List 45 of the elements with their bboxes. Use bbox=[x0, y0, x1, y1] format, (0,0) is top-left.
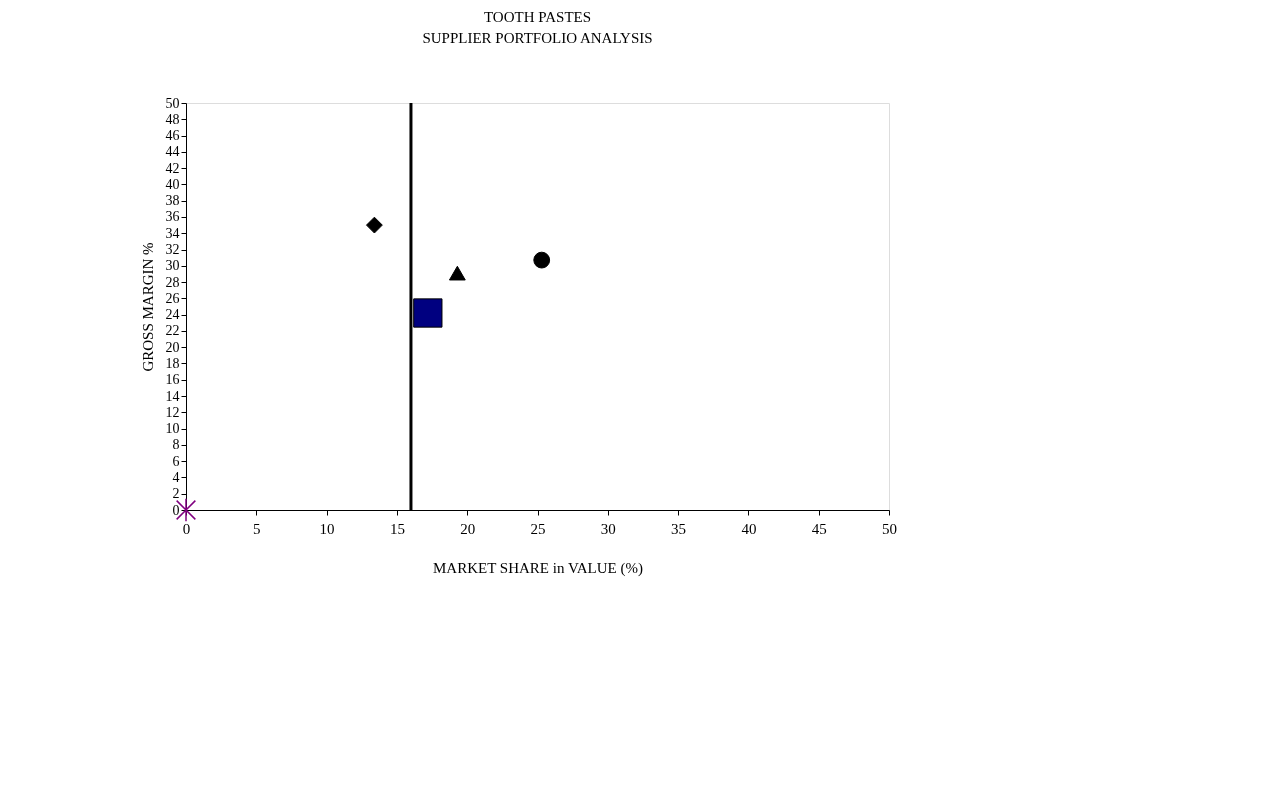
y-tick-label: 0 bbox=[172, 502, 180, 518]
x-tick-label: 5 bbox=[253, 520, 261, 537]
y-tick-label: 22 bbox=[165, 323, 180, 339]
point bbox=[175, 499, 197, 521]
y-axis-title: GROSS MARGIN % bbox=[139, 242, 156, 372]
y-tick-label: 36 bbox=[165, 209, 180, 225]
x-tick-label: 15 bbox=[389, 520, 405, 537]
y-tick-label: 50 bbox=[165, 95, 180, 111]
y-tick-label: 12 bbox=[165, 404, 180, 420]
x-tick-label: 45 bbox=[811, 520, 827, 537]
y-tick-label: 28 bbox=[165, 274, 180, 290]
y-tick-label: 34 bbox=[165, 225, 180, 241]
y-tick-label: 8 bbox=[172, 437, 180, 453]
y-tick-label: 20 bbox=[165, 339, 180, 355]
y-tick-label: 38 bbox=[165, 193, 180, 209]
point bbox=[448, 265, 466, 281]
x-tick-label: 40 bbox=[741, 520, 757, 537]
x-tick-label: 30 bbox=[600, 520, 616, 537]
y-tick-label: 42 bbox=[165, 160, 180, 176]
y-tick-label: 2 bbox=[172, 486, 180, 502]
x-tick-label: 25 bbox=[530, 520, 546, 537]
x-tick-label: 10 bbox=[319, 520, 335, 537]
point bbox=[366, 216, 383, 234]
chart-subtitle: SUPPLIER PORTFOLIO ANALYSIS bbox=[422, 30, 653, 46]
y-tick-label: 32 bbox=[165, 242, 180, 258]
x-tick-label: 50 bbox=[882, 520, 897, 537]
y-tick-label: 24 bbox=[165, 307, 180, 323]
x-axis-title: MARKET SHARE in VALUE (%) bbox=[432, 559, 644, 577]
y-tick-label: 46 bbox=[165, 128, 180, 144]
y-tick-label: 16 bbox=[165, 372, 180, 388]
y-tick-label: 4 bbox=[172, 469, 180, 485]
point bbox=[533, 251, 551, 269]
x-tick-label: 35 bbox=[671, 520, 687, 537]
point bbox=[413, 298, 443, 328]
y-tick-label: 30 bbox=[165, 258, 180, 274]
y-tick-label: 44 bbox=[165, 144, 180, 160]
y-tick-label: 10 bbox=[165, 421, 180, 437]
y-tick-label: 18 bbox=[165, 355, 180, 371]
y-tick-label: 40 bbox=[165, 176, 180, 192]
y-tick-label: 26 bbox=[165, 290, 180, 306]
x-tick-label: 20 bbox=[460, 520, 476, 537]
y-tick-label: 14 bbox=[165, 388, 180, 404]
chart-title: TOOTH PASTES bbox=[483, 9, 592, 25]
y-tick-label: 48 bbox=[165, 111, 180, 127]
y-tick-label: 6 bbox=[172, 453, 180, 469]
